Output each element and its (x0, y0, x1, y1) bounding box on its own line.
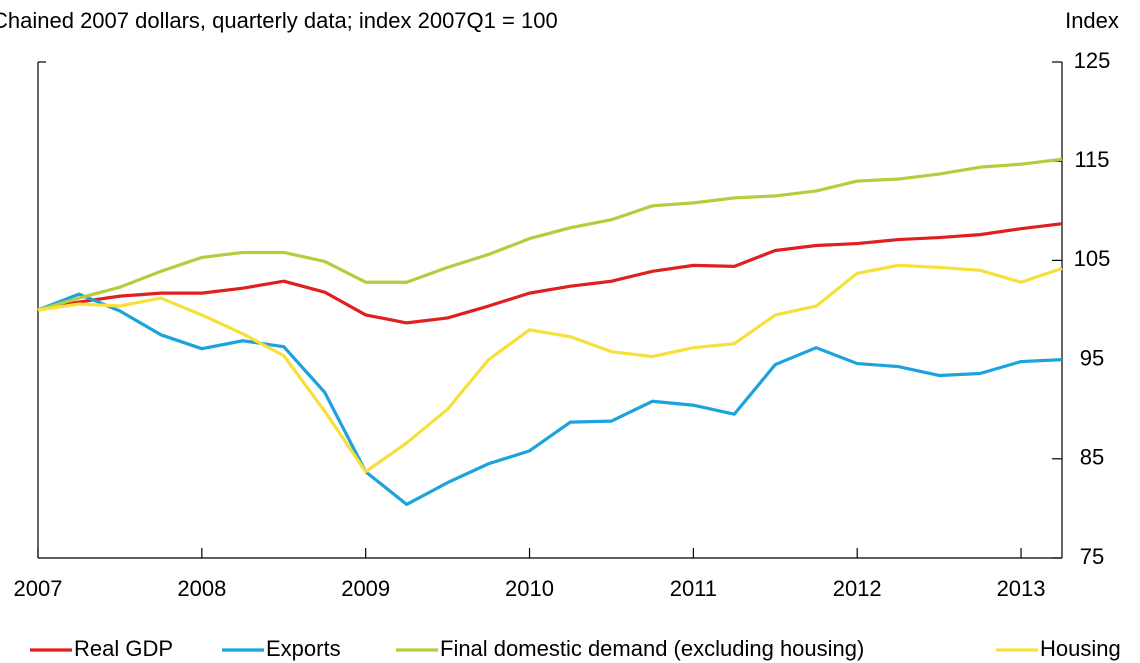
series-line (37, 263, 1063, 474)
y-tick-label: 75 (1080, 544, 1104, 569)
x-tick-label: 2007 (14, 576, 63, 601)
series-line (37, 222, 1063, 325)
y-tick-label: 125 (1074, 48, 1111, 73)
y-tick-label: 95 (1080, 345, 1104, 370)
x-tick-label: 2010 (505, 576, 554, 601)
legend-label: Exports (266, 636, 341, 661)
y-tick-label: 115 (1074, 147, 1109, 172)
y-tick-label: 105 (1074, 246, 1111, 271)
x-tick-label: 2013 (997, 576, 1046, 601)
chart-subtitle: Chained 2007 dollars, quarterly data; in… (0, 8, 558, 33)
x-tick-label: 2008 (177, 576, 226, 601)
legend-label: Housing (1040, 636, 1121, 661)
series-line (37, 292, 1063, 507)
y-tick-label: 85 (1080, 445, 1104, 470)
x-tick-label: 2009 (341, 576, 390, 601)
legend-label: Final domestic demand (excluding housing… (440, 636, 864, 661)
y-axis-label: Index (1065, 8, 1119, 33)
series-line (37, 157, 1063, 312)
x-tick-label: 2012 (833, 576, 882, 601)
legend-label: Real GDP (74, 636, 173, 661)
x-tick-label: 2011 (670, 576, 717, 601)
